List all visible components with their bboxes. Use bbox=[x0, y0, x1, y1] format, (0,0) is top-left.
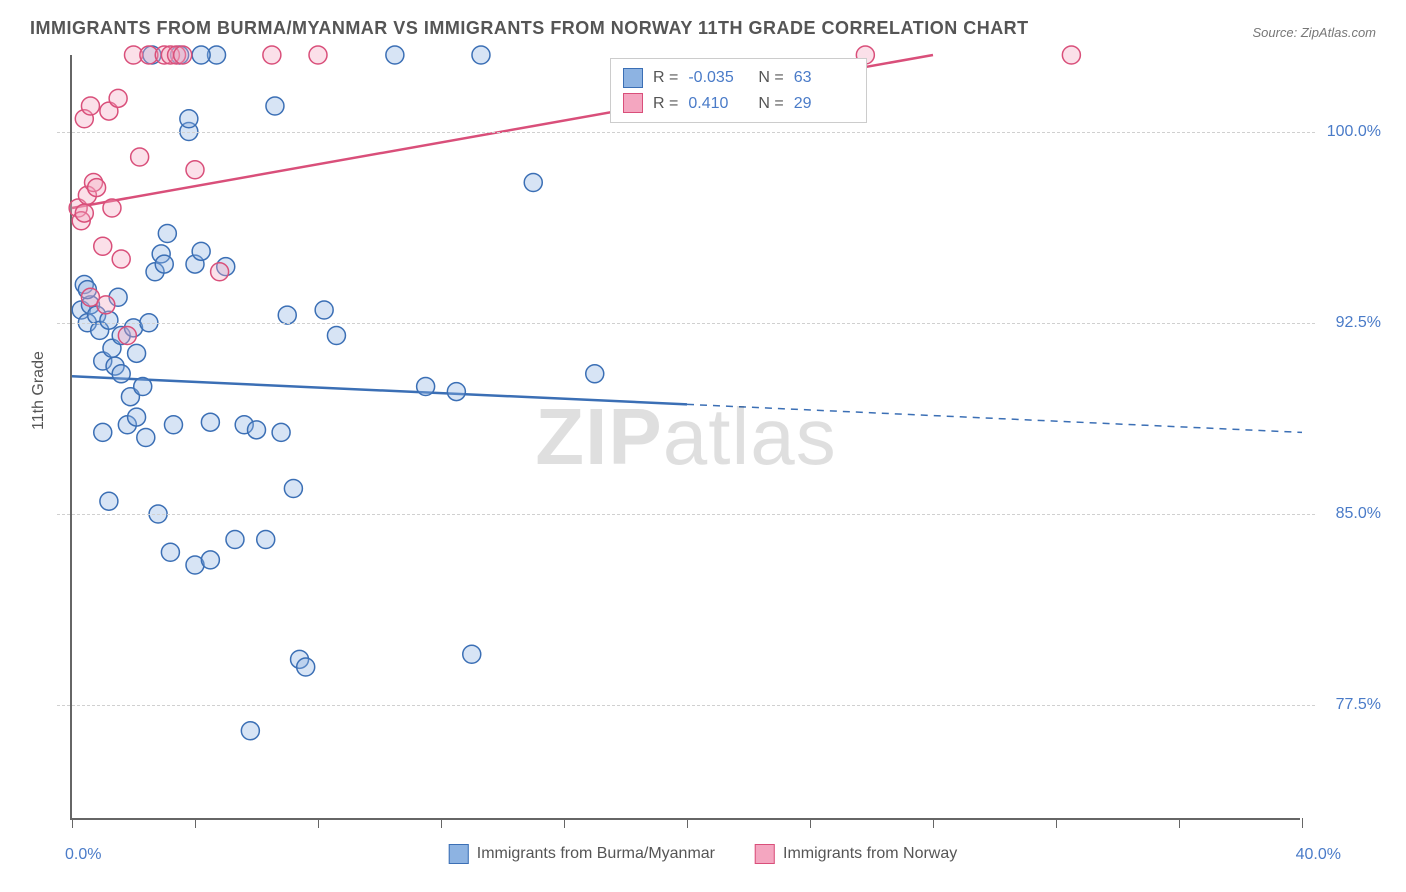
regression-line-ext-burma bbox=[687, 404, 1302, 432]
data-point-burma bbox=[257, 531, 275, 549]
data-point-burma bbox=[447, 383, 465, 401]
data-point-norway bbox=[112, 250, 130, 268]
x-tick bbox=[564, 818, 565, 828]
x-tick bbox=[810, 818, 811, 828]
y-tick-label: 100.0% bbox=[1327, 123, 1381, 141]
legend-item-norway: Immigrants from Norway bbox=[755, 844, 957, 864]
data-point-norway bbox=[97, 296, 115, 314]
legend-swatch-norway bbox=[755, 844, 775, 864]
data-point-burma bbox=[161, 543, 179, 561]
n-label: N = bbox=[758, 65, 783, 91]
data-point-burma bbox=[137, 429, 155, 447]
plot-area: ZIPatlas bbox=[70, 55, 1300, 820]
y-axis-label: 11th Grade bbox=[30, 351, 48, 430]
data-point-burma bbox=[112, 365, 130, 383]
data-point-burma bbox=[386, 46, 404, 64]
data-point-burma bbox=[201, 551, 219, 569]
data-point-norway bbox=[263, 46, 281, 64]
chart-title: IMMIGRANTS FROM BURMA/MYANMAR VS IMMIGRA… bbox=[30, 18, 1029, 39]
data-point-burma bbox=[134, 378, 152, 396]
data-point-norway bbox=[1062, 46, 1080, 64]
x-tick bbox=[687, 818, 688, 828]
correlation-legend-row: R = 0.410 N = 29 bbox=[623, 91, 854, 117]
r-value-norway: 0.410 bbox=[688, 91, 748, 117]
data-point-norway bbox=[211, 263, 229, 281]
source-attribution: Source: ZipAtlas.com bbox=[1252, 25, 1376, 40]
data-point-norway bbox=[174, 46, 192, 64]
data-point-burma bbox=[94, 423, 112, 441]
x-tick bbox=[441, 818, 442, 828]
r-label: R = bbox=[653, 91, 678, 117]
data-point-burma bbox=[297, 658, 315, 676]
n-value-norway: 29 bbox=[794, 91, 854, 117]
data-point-norway bbox=[109, 89, 127, 107]
legend-label-burma: Immigrants from Burma/Myanmar bbox=[477, 845, 715, 863]
data-point-burma bbox=[128, 408, 146, 426]
data-point-burma bbox=[164, 416, 182, 434]
legend-label-norway: Immigrants from Norway bbox=[783, 845, 957, 863]
grid-line bbox=[57, 514, 1315, 515]
y-tick-label: 77.5% bbox=[1336, 696, 1381, 714]
data-point-burma bbox=[192, 46, 210, 64]
n-value-burma: 63 bbox=[794, 65, 854, 91]
grid-line bbox=[57, 705, 1315, 706]
correlation-legend: R = -0.035 N = 63 R = 0.410 N = 29 bbox=[610, 58, 867, 123]
data-point-burma bbox=[155, 255, 173, 273]
n-label: N = bbox=[758, 91, 783, 117]
x-tick bbox=[1056, 818, 1057, 828]
data-point-norway bbox=[75, 204, 93, 222]
data-point-burma bbox=[417, 378, 435, 396]
data-point-norway bbox=[131, 148, 149, 166]
data-point-burma bbox=[472, 46, 490, 64]
legend-swatch-norway bbox=[623, 93, 643, 113]
data-point-burma bbox=[266, 97, 284, 115]
r-label: R = bbox=[653, 65, 678, 91]
data-point-burma bbox=[248, 421, 266, 439]
data-point-burma bbox=[201, 413, 219, 431]
data-point-burma bbox=[524, 174, 542, 192]
legend-swatch-burma bbox=[623, 68, 643, 88]
x-tick bbox=[318, 818, 319, 828]
data-point-burma bbox=[241, 722, 259, 740]
data-point-burma bbox=[158, 225, 176, 243]
data-point-norway bbox=[88, 179, 106, 197]
data-point-burma bbox=[128, 344, 146, 362]
x-axis-min-label: 0.0% bbox=[65, 846, 101, 864]
data-point-norway bbox=[118, 327, 136, 345]
series-legend: Immigrants from Burma/Myanmar Immigrants… bbox=[449, 844, 958, 864]
r-value-burma: -0.035 bbox=[688, 65, 748, 91]
correlation-legend-row: R = -0.035 N = 63 bbox=[623, 65, 854, 91]
data-point-burma bbox=[278, 306, 296, 324]
y-tick-label: 85.0% bbox=[1336, 505, 1381, 523]
data-point-burma bbox=[315, 301, 333, 319]
x-tick bbox=[1302, 818, 1303, 828]
data-point-norway bbox=[94, 237, 112, 255]
data-point-burma bbox=[586, 365, 604, 383]
x-tick bbox=[933, 818, 934, 828]
legend-swatch-burma bbox=[449, 844, 469, 864]
data-point-burma bbox=[327, 327, 345, 345]
data-point-burma bbox=[463, 645, 481, 663]
data-point-norway bbox=[103, 199, 121, 217]
data-point-burma bbox=[180, 110, 198, 128]
grid-line bbox=[57, 323, 1315, 324]
x-axis-max-label: 40.0% bbox=[1296, 846, 1341, 864]
x-tick bbox=[195, 818, 196, 828]
x-tick bbox=[1179, 818, 1180, 828]
data-point-burma bbox=[192, 242, 210, 260]
x-tick bbox=[72, 818, 73, 828]
data-point-norway bbox=[309, 46, 327, 64]
legend-item-burma: Immigrants from Burma/Myanmar bbox=[449, 844, 715, 864]
data-point-norway bbox=[81, 97, 99, 115]
data-point-burma bbox=[226, 531, 244, 549]
data-point-burma bbox=[100, 492, 118, 510]
data-point-burma bbox=[284, 480, 302, 498]
data-point-norway bbox=[186, 161, 204, 179]
data-point-burma bbox=[272, 423, 290, 441]
chart-svg bbox=[72, 55, 1300, 818]
grid-line bbox=[57, 132, 1315, 133]
y-tick-label: 92.5% bbox=[1336, 314, 1381, 332]
